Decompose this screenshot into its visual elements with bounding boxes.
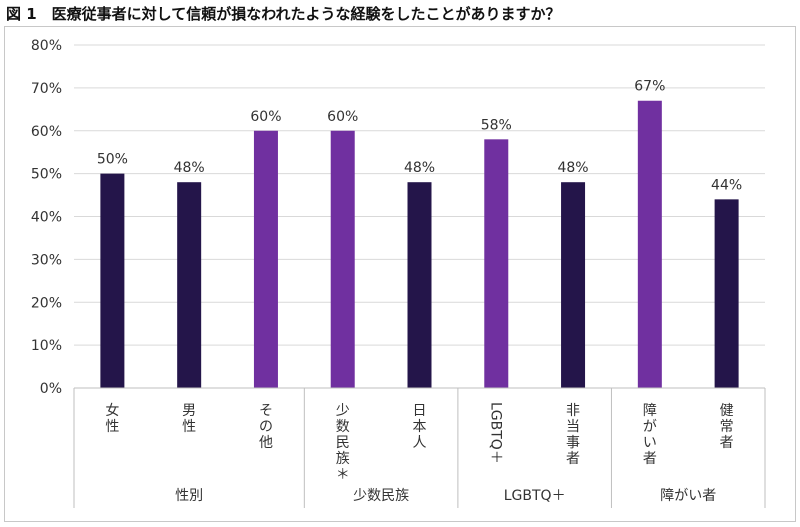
bar: [253, 130, 278, 388]
group-label: 少数民族: [353, 488, 409, 504]
data-label: 48%: [404, 160, 435, 176]
y-tick-label: 70%: [31, 81, 62, 97]
chart-frame: [4, 26, 796, 522]
bar: [100, 173, 125, 388]
bar: [484, 139, 509, 388]
y-tick-label: 30%: [31, 252, 62, 268]
category-label: LGBTQ＋: [487, 402, 503, 464]
bars: [100, 100, 739, 389]
data-label: 50%: [97, 152, 128, 168]
category-label: 障がい者: [643, 403, 657, 467]
data-labels: 50% 48% 60% 60% 48% 58% 48% 67% 44%: [97, 79, 742, 194]
bar: [714, 199, 739, 388]
data-label: 58%: [481, 117, 512, 133]
y-tick-label: 50%: [31, 167, 62, 183]
bar: [177, 182, 202, 388]
category-label: 男性: [182, 403, 196, 435]
data-label: 60%: [250, 109, 281, 125]
data-label: 60%: [327, 109, 358, 125]
bar: [561, 182, 586, 388]
group-label: 障がい者: [660, 488, 716, 504]
category-label: 少数民族＊: [336, 403, 350, 483]
group-labels: 性別 少数民族 LGBTQ＋ 障がい者: [175, 488, 716, 504]
data-label: 44%: [711, 177, 742, 193]
category-label: 日本人: [413, 403, 427, 451]
data-label: 48%: [557, 160, 588, 176]
y-tick-label: 80%: [31, 38, 62, 54]
y-tick-label: 40%: [31, 210, 62, 226]
bar: [330, 130, 355, 388]
group-label: LGBTQ＋: [504, 488, 566, 504]
y-tick-label: 10%: [31, 338, 62, 354]
category-label: 健常者: [720, 403, 734, 451]
x-axis: [73, 387, 766, 508]
bar: [407, 182, 432, 388]
data-label: 48%: [174, 160, 205, 176]
category-label: 非当事者: [566, 403, 580, 467]
y-tick-label: 0%: [40, 381, 62, 397]
y-tick-label: 60%: [31, 124, 62, 140]
group-label: 性別: [175, 488, 203, 504]
category-labels: 女性 男性 その他 少数民族＊ 日本人 LGBTQ＋ 非当事者 障がい者 健常者: [105, 402, 733, 483]
bar: [637, 100, 662, 389]
data-label: 67%: [634, 79, 665, 95]
category-label: 女性: [105, 402, 119, 435]
category-label: その他: [259, 403, 273, 451]
y-tick-label: 20%: [31, 295, 62, 311]
y-tick-labels: 0% 10% 20% 30% 40% 50% 60% 70% 80%: [31, 38, 62, 397]
chart-title: 図 1 医療従事者に対して信頼が損なわれたような経験をしたことがありますか？: [6, 5, 561, 23]
